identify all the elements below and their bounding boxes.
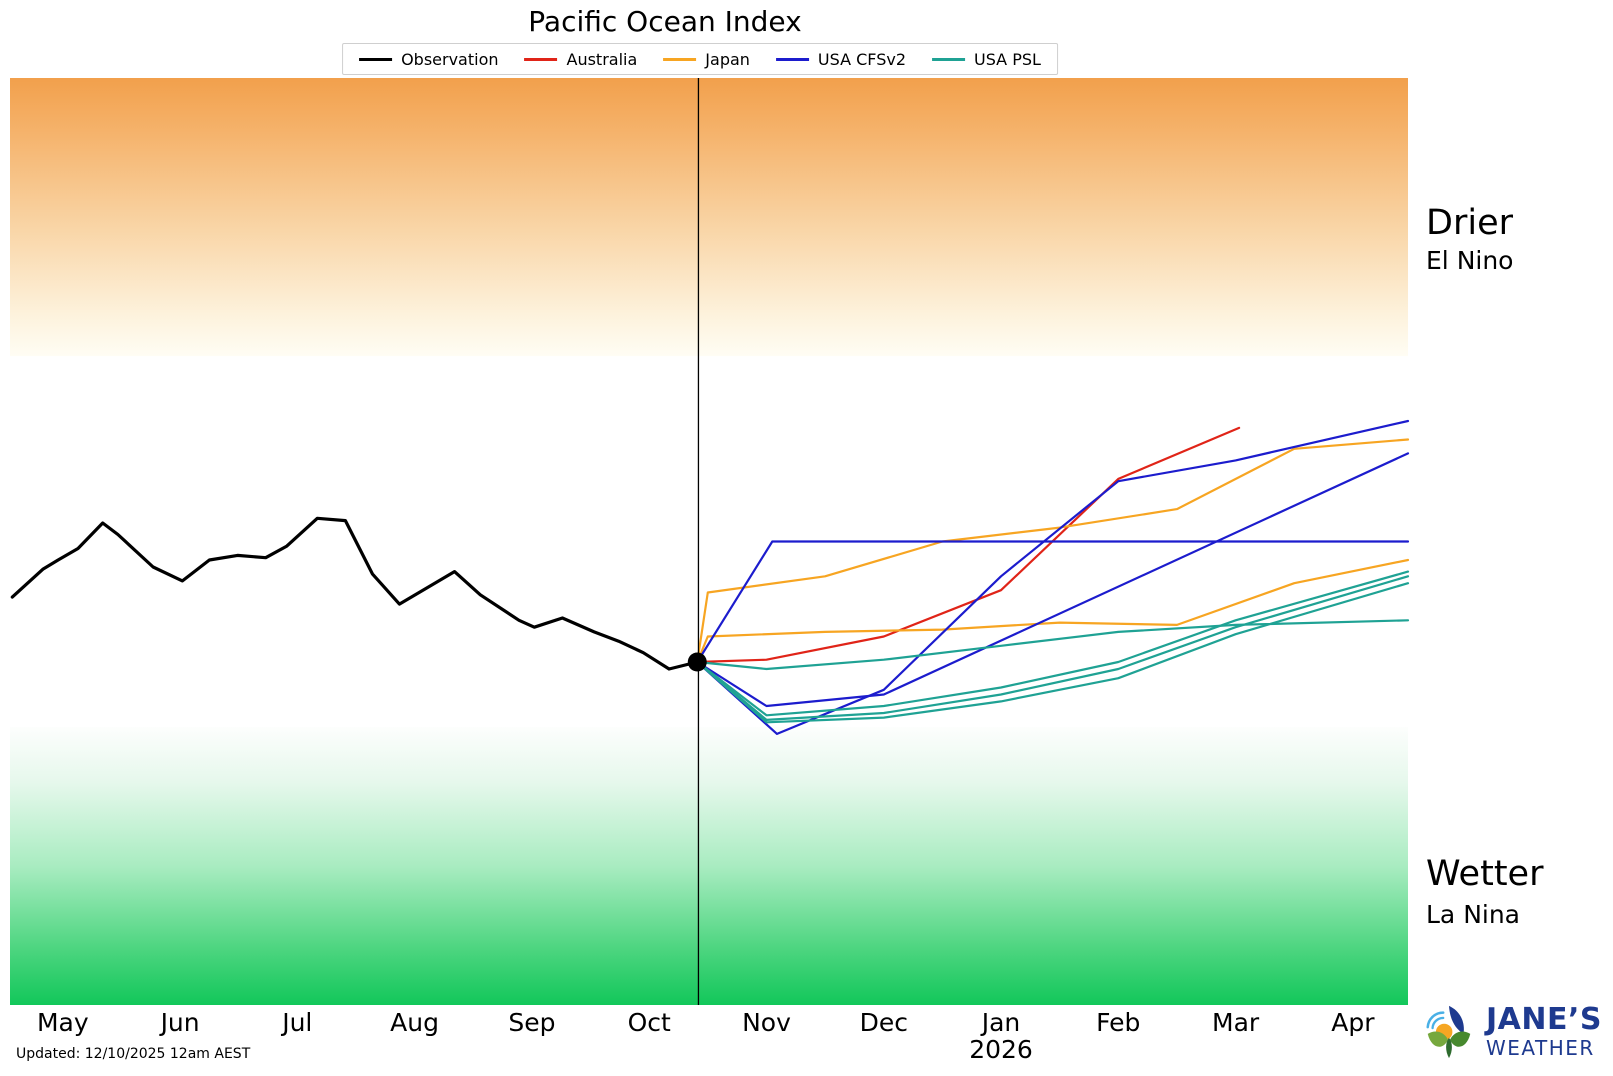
legend-item-australia: Australia [524,49,638,69]
page-title: Pacific Ocean Index [528,5,802,38]
x-tick-jun: Jun [159,1008,200,1037]
x-tick-dec: Dec [860,1008,908,1037]
latest-observation-dot [687,652,707,672]
series-japan-1 [696,438,1410,664]
series-observation [10,516,699,671]
legend-label: Australia [566,49,638,69]
legend-swatch [524,57,558,61]
legend-label: USA CFSv2 [817,49,907,69]
x-axis-labels: May Jun Jul Aug Sep Oct Nov Dec Jan Feb Mar Apr 2026 [37,1008,1375,1064]
x-tick-nov: Nov [742,1008,791,1037]
series-australia [696,426,1241,664]
legend-label: USA PSL [974,49,1041,69]
x-tick-mar: Mar [1212,1008,1260,1037]
x-tick-jul: Jul [280,1008,312,1037]
legend-label: Observation [401,49,499,69]
logo-name-text: JANE’S [1486,1001,1602,1037]
x-tick-jan: Jan [980,1008,1021,1037]
climate-bands [10,78,1408,1005]
series-usa-psl-4 [696,582,1410,724]
x-tick-sep: Sep [508,1008,555,1037]
legend-swatch [663,57,697,61]
el-nino-label: El Nino [1426,246,1514,275]
legend-label: Japan [705,49,750,69]
updated-timestamp: Updated: 12/10/2025 12am AEST [16,1046,251,1062]
series-usa-psl-2 [696,570,1410,717]
janes-weather-logo: JANE’S WEATHER [1420,1002,1602,1060]
legend-item-usa-psl: USA PSL [932,50,1041,69]
x-tick-may: May [37,1008,89,1037]
now-marker [687,78,707,1005]
legend-item-usa-cfsv2: USA CFSv2 [775,49,907,69]
x-tick-feb: Feb [1096,1008,1140,1037]
series-usa-cfsv2-2 [696,452,1410,708]
la-nina-label: La Nina [1426,900,1521,929]
series-usa-cfsv2-3 [696,419,1410,736]
x-tick-oct: Oct [628,1008,671,1037]
series-lines [10,419,1410,736]
series-usa-psl-1 [696,619,1410,671]
logo-sub-text: WEATHER [1486,1035,1595,1060]
chart-legend: Observation Australia Japan USA CFSv2 USA PS… [342,43,1058,75]
legend-item-observation: Observation [359,49,499,69]
wetter-label: Wetter [1426,854,1544,894]
legend-swatch [775,57,809,61]
drier-band [10,78,1408,357]
legend-swatch [359,57,393,61]
wetter-band [10,726,1408,1005]
legend-swatch [932,57,966,61]
drier-label: Drier [1426,203,1513,243]
legend-item-japan: Japan [663,50,750,69]
x-tick-aug: Aug [390,1008,439,1037]
series-usa-psl-3 [696,575,1410,722]
x-tick-apr: Apr [1331,1008,1375,1037]
janes-weather-logo-icon [1426,1005,1471,1059]
x-axis-year-label: 2026 [969,1035,1033,1064]
series-japan-2 [696,558,1410,664]
series-usa-cfsv2-1 [696,540,1410,664]
